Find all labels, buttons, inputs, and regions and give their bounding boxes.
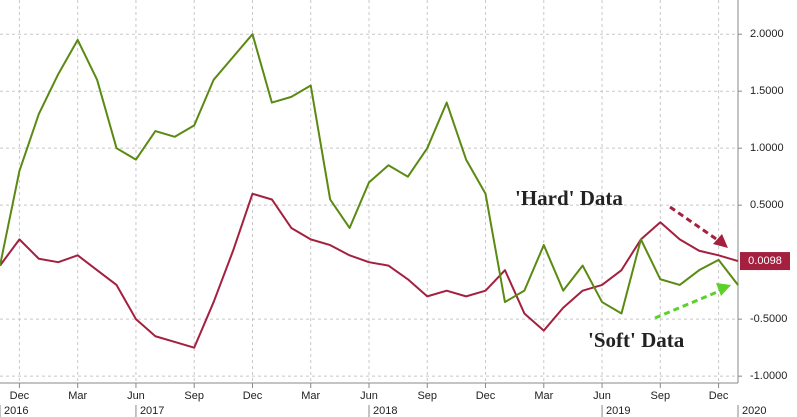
x-tick-label: Dec bbox=[709, 390, 729, 402]
last-value-label: 0.0098 bbox=[748, 255, 782, 267]
x-tick-label: Dec bbox=[243, 390, 263, 402]
annotation: 'Soft' Data bbox=[588, 328, 685, 352]
x-tick-label: Mar bbox=[68, 390, 87, 402]
year-label: 2018 bbox=[373, 405, 397, 417]
annotation-arrow bbox=[669, 205, 723, 245]
data-line bbox=[0, 33, 739, 315]
year-label: 2016 bbox=[4, 405, 28, 417]
year-label: 2020 bbox=[742, 405, 766, 417]
arrow-head bbox=[716, 283, 731, 296]
x-tick-label: Jun bbox=[127, 390, 145, 402]
y-tick-label: 0.5000 bbox=[750, 199, 784, 211]
year-label: 2017 bbox=[140, 405, 164, 417]
year-label: 2019 bbox=[606, 405, 630, 417]
last-value-box bbox=[740, 252, 790, 271]
x-tick-label: Dec bbox=[10, 390, 30, 402]
x-tick-label: Jun bbox=[360, 390, 378, 402]
x-tick-label: Sep bbox=[417, 390, 437, 402]
y-tick-label: -0.5000 bbox=[750, 313, 787, 325]
annotation: 'Hard' Data bbox=[515, 186, 623, 210]
annotation-arrow bbox=[654, 288, 723, 320]
x-tick-label: Mar bbox=[534, 390, 553, 402]
x-tick-label: Sep bbox=[651, 390, 671, 402]
y-tick-label: -1.0000 bbox=[750, 370, 787, 382]
x-tick-label: Sep bbox=[184, 390, 204, 402]
y-tick-label: 1.5000 bbox=[750, 85, 784, 97]
y-tick-label: 1.0000 bbox=[750, 142, 784, 154]
x-tick-label: Mar bbox=[301, 390, 320, 402]
data-line bbox=[0, 192, 739, 349]
x-tick-label: Dec bbox=[476, 390, 496, 402]
arrow-head bbox=[713, 234, 728, 248]
x-tick-label: Jun bbox=[593, 390, 611, 402]
y-tick-label: 2.0000 bbox=[750, 28, 784, 40]
